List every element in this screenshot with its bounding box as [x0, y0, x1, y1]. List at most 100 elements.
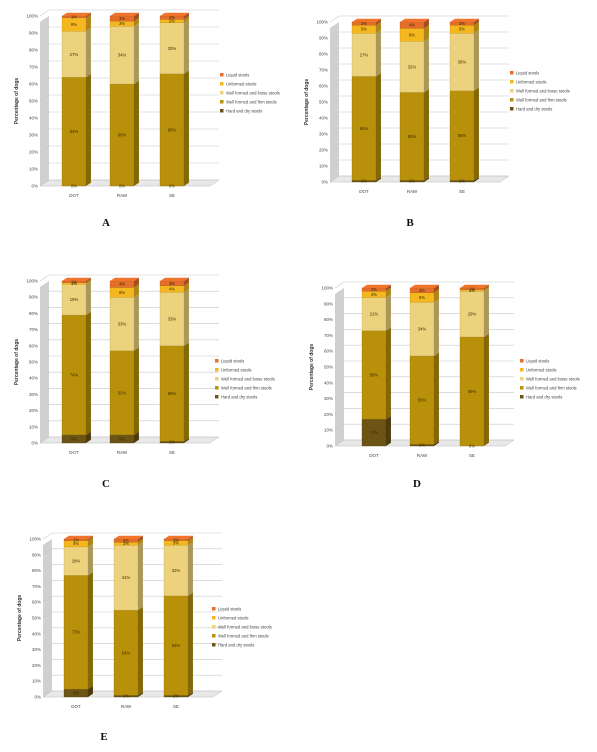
data-label: 1% — [361, 179, 367, 184]
legend-swatch-loose — [510, 89, 514, 93]
y-tick-label: 70% — [319, 68, 328, 73]
bar-side-firm — [134, 80, 139, 186]
bar-side-unformed — [184, 282, 189, 293]
y-tick-label: 100% — [26, 279, 38, 284]
bar-top — [160, 12, 189, 16]
bar-side-unformed — [86, 279, 91, 285]
legend-label: Unformed stools — [218, 616, 249, 621]
legend-swatch-loose — [215, 377, 219, 381]
chart-panel-E: 0% 10% 20% 30% 40% 50% 60% 70% 80% 90% 100% Percent… — [17, 532, 272, 743]
bar-top — [450, 18, 479, 22]
bar-top — [160, 277, 189, 281]
y-tick-label: 90% — [319, 36, 328, 41]
data-label: 4% — [73, 541, 79, 546]
legend-swatch-unformed — [215, 368, 219, 372]
data-label: 41% — [122, 575, 131, 580]
data-label: 34% — [118, 53, 127, 58]
bar-side-liquid — [386, 284, 391, 292]
bar-side-liquid — [376, 18, 381, 26]
bar-side-loose — [134, 293, 139, 351]
data-label: 17% — [370, 430, 379, 435]
side-wall — [330, 22, 339, 182]
bar-segment-loose — [113, 545, 139, 611]
category-label: RAW — [117, 450, 128, 455]
data-label: 55% — [408, 134, 417, 139]
bar-side-hard_dry — [434, 441, 439, 446]
data-label: 1% — [469, 288, 475, 293]
panel-label: D — [413, 478, 421, 490]
y-axis-label: Percentage of dogs — [304, 79, 310, 126]
bar-top — [110, 277, 139, 281]
bar-side-unformed — [134, 284, 139, 298]
category-label: SE — [173, 704, 179, 709]
legend-swatch-loose — [520, 377, 524, 381]
y-tick-label: 10% — [324, 428, 333, 433]
data-label: 34% — [418, 327, 427, 332]
legend-label: Well formed and loose stools — [218, 625, 272, 630]
bar-side-loose — [484, 287, 489, 337]
bar-segment-loose — [109, 26, 135, 85]
data-label: 32% — [172, 568, 181, 573]
y-tick-label: 40% — [324, 380, 333, 385]
legend-label: Well formed and firm stools — [221, 386, 272, 391]
bar-segment-firm — [163, 595, 189, 696]
y-tick-label: 20% — [29, 150, 38, 155]
bar-top — [352, 18, 381, 22]
bar-segment-firm — [409, 355, 435, 445]
data-label: 1% — [173, 694, 179, 699]
data-label: 69% — [468, 389, 477, 394]
bar-side-unformed — [484, 286, 489, 292]
y-tick-label: 80% — [319, 52, 328, 57]
bar-top — [62, 277, 91, 281]
y-tick-label: 30% — [29, 133, 38, 138]
y-tick-label: 40% — [32, 631, 41, 636]
bar-segment-firm — [109, 350, 135, 436]
y-tick-label: 60% — [324, 349, 333, 354]
data-label: 27% — [360, 52, 369, 57]
gridline — [334, 439, 514, 447]
bar-side-hard_dry — [86, 431, 91, 443]
legend-label: Well formed and firm stools — [226, 100, 277, 105]
data-label: 3% — [419, 288, 425, 293]
data-label: 1% — [71, 14, 77, 19]
legend-swatch-liquid — [215, 359, 219, 363]
bar-segment-loose — [159, 22, 185, 74]
bar-side-unformed — [376, 21, 381, 34]
y-tick-label: 50% — [29, 360, 38, 365]
gridline — [334, 329, 514, 336]
bar-side-hard_dry — [386, 415, 391, 446]
data-label: 2% — [371, 287, 377, 292]
bar-segment-firm — [399, 92, 425, 181]
legend-swatch-liquid — [212, 607, 216, 611]
data-label: 1% — [459, 179, 465, 184]
y-tick-label: 10% — [29, 167, 38, 172]
category-label: DOT — [369, 453, 379, 458]
category-label: RAW — [117, 193, 128, 198]
bar-side-liquid — [134, 277, 139, 288]
bar-side-unformed — [188, 537, 193, 546]
data-label: 2% — [123, 538, 129, 543]
bar-side-unformed — [138, 538, 143, 546]
gridline — [334, 392, 514, 399]
y-tick-label: 0% — [34, 695, 41, 700]
y-tick-label: 60% — [29, 343, 38, 348]
bar-segment-loose — [459, 291, 485, 338]
data-label: 1% — [173, 537, 179, 542]
legend-label: Liquid stools — [221, 359, 244, 364]
legend-swatch-unformed — [212, 616, 216, 620]
data-label: 0% — [71, 184, 77, 189]
bar-segment-firm — [459, 336, 485, 447]
bar-side-liquid — [184, 12, 189, 20]
category-label: DOT — [71, 704, 81, 709]
legend-label: Well formed and loose stools — [516, 89, 570, 94]
y-tick-label: 70% — [29, 327, 38, 332]
y-tick-label: 90% — [29, 31, 38, 36]
data-label: 5% — [71, 436, 77, 441]
legend-swatch-firm — [510, 98, 514, 102]
bar-side-liquid — [434, 284, 439, 293]
category-label: DOT — [359, 189, 369, 194]
y-tick-label: 20% — [29, 408, 38, 413]
bar-side-firm — [184, 342, 189, 442]
bar-top — [362, 284, 391, 288]
data-label: 56% — [418, 398, 427, 403]
